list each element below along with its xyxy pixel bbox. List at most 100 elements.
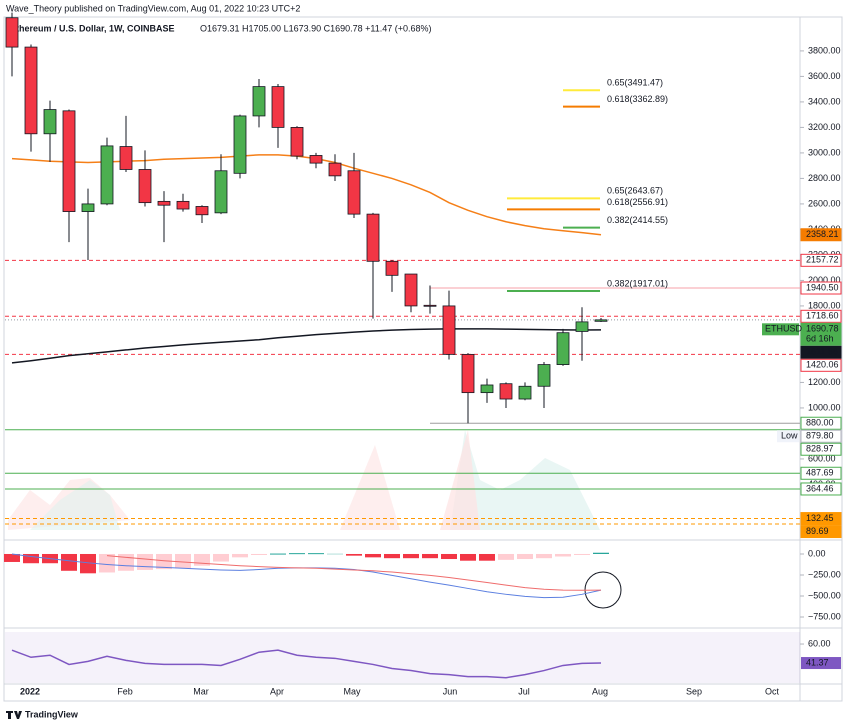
macd-bar	[308, 553, 324, 555]
price-box	[800, 253, 842, 267]
macd-bar	[137, 553, 153, 570]
fib-label: 0.65(3491.47)	[607, 78, 663, 88]
y-tick-label: 3600.00	[808, 71, 841, 81]
macd-bar	[555, 553, 571, 557]
y-tick-label: 1200.00	[808, 377, 841, 387]
rsi-line	[11, 649, 602, 679]
chart-title: Ethereum / U.S. Dollar, 1W, COINBASE	[10, 23, 175, 33]
candle-body	[328, 162, 342, 177]
candle-body	[195, 206, 209, 216]
price-box-label: 879.80	[806, 431, 834, 441]
moving-average	[11, 328, 602, 364]
macd-bar	[422, 553, 438, 559]
price-box	[800, 281, 842, 295]
candle-body	[423, 304, 437, 307]
macd-bar	[213, 553, 229, 562]
candle-body	[461, 353, 475, 394]
logo-icon	[6, 711, 22, 719]
candle-body	[290, 127, 304, 157]
macd-bar	[536, 553, 552, 559]
frame	[3, 16, 843, 702]
candle-body	[480, 384, 494, 394]
shade	[30, 480, 120, 530]
price-box	[800, 309, 842, 323]
fib-label: 0.382(2414.55)	[607, 215, 668, 225]
price-box	[800, 466, 842, 480]
fib-label: 0.618(2556.91)	[607, 197, 668, 207]
macd-tick-label: −750.00	[808, 611, 841, 621]
macd-bar	[593, 552, 609, 554]
macd-bar	[194, 553, 210, 566]
time-label: Sep	[686, 686, 702, 696]
publisher: Wave_Theory published on TradingView.com…	[6, 3, 300, 13]
candle-body	[385, 260, 399, 276]
time-label: Jul	[518, 686, 530, 696]
candle-body	[518, 385, 532, 400]
macd-bar	[517, 553, 533, 560]
price-box	[800, 525, 842, 539]
price-box	[800, 322, 842, 346]
shade	[340, 445, 400, 530]
candle-body	[366, 213, 380, 262]
time-label: 2022	[20, 686, 40, 696]
candle-body	[157, 200, 171, 206]
candle-body	[594, 319, 608, 322]
candle-body	[556, 332, 570, 365]
macd-bar	[61, 553, 77, 571]
macd-bar	[365, 553, 381, 558]
price-box	[800, 345, 842, 359]
y-tick-label: 3800.00	[808, 45, 841, 55]
macd-bar	[479, 553, 495, 561]
macd-bar	[251, 553, 267, 555]
y-tick-label: 1000.00	[808, 402, 841, 412]
candle-body	[62, 110, 76, 212]
candle-body	[214, 170, 228, 214]
footer-logo	[6, 711, 22, 719]
y-tick-label: 2600.00	[808, 198, 841, 208]
price-box	[800, 512, 842, 526]
symbol-tag: ETHUSD	[765, 324, 803, 334]
candle-body	[138, 169, 152, 204]
price-box-label: 2358.21	[806, 229, 839, 239]
candle-body	[119, 146, 133, 170]
shade	[450, 430, 600, 530]
symbol-tag-bg	[762, 323, 799, 336]
candle-body	[5, 17, 19, 48]
price-box-label: 1718.60	[806, 311, 839, 321]
price-box-label: 1940.50	[806, 282, 839, 292]
rsi-box-label: 41.37	[806, 657, 829, 667]
macd-bar	[80, 553, 96, 574]
macd-bar	[156, 553, 172, 570]
candle-body	[176, 200, 190, 210]
macd-bar	[4, 553, 20, 562]
candle-body	[100, 145, 114, 205]
macd-bar	[175, 553, 191, 569]
macd-bar	[441, 553, 457, 560]
macd-bar	[289, 553, 305, 555]
price-box-label: 2157.72	[806, 255, 839, 265]
price-box	[800, 482, 842, 496]
candle-body	[347, 170, 361, 215]
macd-tick-label: −500.00	[808, 590, 841, 600]
y-tick-label: 600.00	[808, 453, 836, 463]
price-box	[800, 358, 842, 372]
macd-bar	[232, 553, 248, 558]
candle-body	[43, 109, 57, 135]
candle-body	[442, 305, 456, 355]
time-label: Aug	[592, 686, 608, 696]
price-box-label: 828.97	[806, 444, 834, 454]
macd-tick-label: −250.00	[808, 569, 841, 579]
price-box-label: 487.69	[806, 468, 834, 478]
y-tick-label: 2000.00	[808, 275, 841, 285]
footer-text: TradingView	[25, 709, 79, 719]
candle-body	[575, 321, 589, 332]
macd-bar	[574, 553, 590, 555]
macd-bar	[403, 553, 419, 559]
time-label: Jun	[443, 686, 458, 696]
ohlc-text: O1679.31 H1705.00 L1673.90 C1690.78 +11.…	[200, 23, 432, 33]
price-box	[800, 228, 842, 242]
macd-line	[106, 555, 602, 591]
rsi-box	[801, 657, 841, 670]
macd-bar	[384, 553, 400, 559]
time-label: Feb	[117, 686, 133, 696]
